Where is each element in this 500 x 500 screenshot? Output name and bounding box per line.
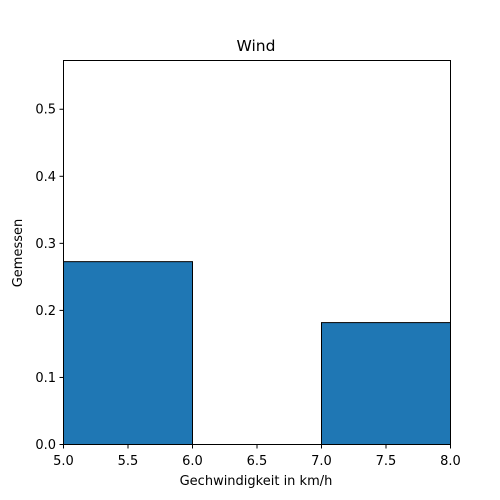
x-tick-label: 8.0 bbox=[440, 454, 461, 469]
x-tick-label: 7.5 bbox=[376, 454, 397, 469]
y-tick-label: 0.0 bbox=[35, 438, 56, 453]
x-axis-label: Gechwindigkeit in km/h bbox=[180, 474, 333, 489]
chart-title: Wind bbox=[237, 37, 276, 55]
y-axis-ticks: 0.0 0.1 0.2 0.3 0.4 0.5 bbox=[35, 103, 64, 453]
x-tick-label: 6.5 bbox=[247, 454, 268, 469]
y-tick-label: 0.3 bbox=[35, 237, 56, 252]
y-tick-label: 0.5 bbox=[35, 103, 56, 118]
y-axis-label: Gemessen bbox=[11, 219, 26, 288]
x-tick-label: 5.0 bbox=[53, 454, 74, 469]
bars-group bbox=[63, 261, 451, 445]
y-tick-label: 0.4 bbox=[35, 170, 56, 185]
y-tick-label: 0.2 bbox=[35, 304, 56, 319]
x-tick-label: 6.0 bbox=[182, 454, 203, 469]
x-tick-label: 5.5 bbox=[118, 454, 139, 469]
y-tick-label: 0.1 bbox=[35, 371, 56, 386]
x-tick-label: 7.0 bbox=[311, 454, 332, 469]
histogram-bar-0 bbox=[63, 261, 193, 445]
histogram-bar-2 bbox=[321, 322, 451, 445]
x-axis-ticks: 5.0 5.5 6.0 6.5 7.0 7.5 8.0 bbox=[53, 444, 461, 469]
